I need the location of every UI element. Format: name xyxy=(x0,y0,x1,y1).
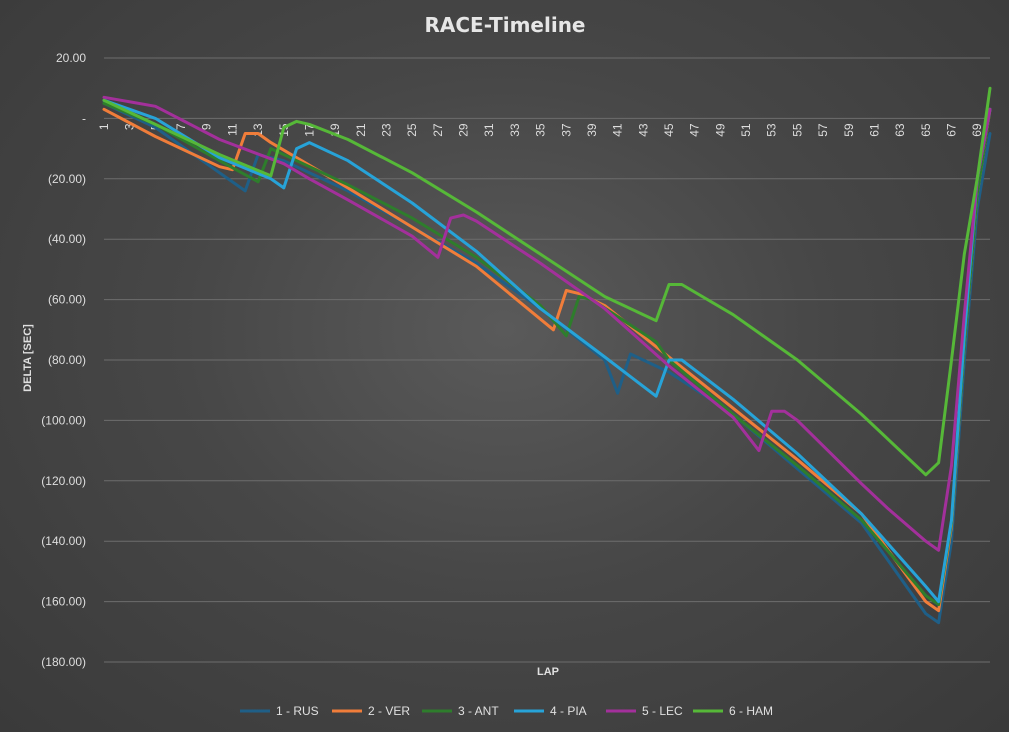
x-tick-label: 59 xyxy=(842,123,856,137)
x-tick-label: 69 xyxy=(970,123,984,137)
x-tick-label: 23 xyxy=(379,123,393,137)
legend: 1 - RUS 2 - VER 3 - ANT 4 - PIA 5 - LEC 6 - H… xyxy=(240,704,773,718)
x-tick-label: 53 xyxy=(765,123,779,137)
x-tick-label: 49 xyxy=(713,123,727,137)
x-tick-label: 31 xyxy=(482,123,496,137)
x-tick-label: 63 xyxy=(893,123,907,137)
y-tick-label: (60.00) xyxy=(48,293,86,307)
x-tick-label: 61 xyxy=(867,123,881,137)
y-tick-label: (100.00) xyxy=(41,413,86,427)
x-tick-label: 25 xyxy=(405,123,419,137)
x-tick-label: 35 xyxy=(534,123,548,137)
x-tick-label: 67 xyxy=(944,123,958,137)
x-tick-label: 3 xyxy=(123,123,137,130)
y-axis-ticks: 20.00 - (20.00) (40.00) (60.00) (80.00) (100.0… xyxy=(41,51,86,669)
x-tick-label: 37 xyxy=(559,123,573,137)
y-tick-label: (120.00) xyxy=(41,474,86,488)
legend-label: 3 - ANT xyxy=(458,704,499,718)
x-tick-label: 57 xyxy=(816,123,830,137)
y-axis-title: DELTA [SEC] xyxy=(22,324,34,392)
series-line-5-lec xyxy=(102,95,992,552)
x-tick-label: 33 xyxy=(508,123,522,137)
series-lines xyxy=(102,86,992,625)
x-tick-label: 43 xyxy=(636,123,650,137)
gridlines xyxy=(104,57,990,663)
y-tick-label: 20.00 xyxy=(56,51,86,65)
series-line-1-rus xyxy=(102,101,992,625)
x-tick-label: 1 xyxy=(97,123,111,130)
x-tick-label: 41 xyxy=(611,123,625,137)
y-tick-label: (80.00) xyxy=(48,353,86,367)
y-tick-label: (180.00) xyxy=(41,655,86,669)
chart-title: RACE-Timeline xyxy=(425,13,586,37)
x-tick-label: 65 xyxy=(919,123,933,137)
x-axis-title: LAP xyxy=(537,666,559,678)
x-tick-label: 51 xyxy=(739,123,753,137)
y-tick-label: (160.00) xyxy=(41,595,86,609)
legend-label: 6 - HAM xyxy=(729,704,773,718)
y-tick-label: (40.00) xyxy=(48,232,86,246)
y-tick-label: - xyxy=(82,111,86,125)
x-tick-label: 21 xyxy=(354,123,368,137)
series-line-6-ham xyxy=(102,86,992,477)
x-tick-label: 9 xyxy=(200,123,214,130)
legend-label: 5 - LEC xyxy=(642,704,683,718)
legend-label: 4 - PIA xyxy=(550,704,587,718)
x-tick-label: 29 xyxy=(457,123,471,137)
y-tick-label: (140.00) xyxy=(41,534,86,548)
series-line-4-pia xyxy=(102,98,992,604)
x-tick-label: 27 xyxy=(431,123,445,137)
x-tick-label: 11 xyxy=(225,123,239,136)
y-tick-label: (20.00) xyxy=(48,172,86,186)
x-tick-label: 39 xyxy=(585,123,599,137)
x-tick-label: 55 xyxy=(790,123,804,137)
x-tick-label: 47 xyxy=(688,123,702,137)
legend-label: 2 - VER xyxy=(368,704,410,718)
x-tick-label: 7 xyxy=(174,123,188,130)
x-axis-ticks: 1 3 5 7 9 11 13 15 17 19 21 23 25 27 29 31 33 35 37 39 41 43 4… xyxy=(97,123,984,137)
legend-label: 1 - RUS xyxy=(276,704,319,718)
x-tick-label: 45 xyxy=(662,123,676,137)
